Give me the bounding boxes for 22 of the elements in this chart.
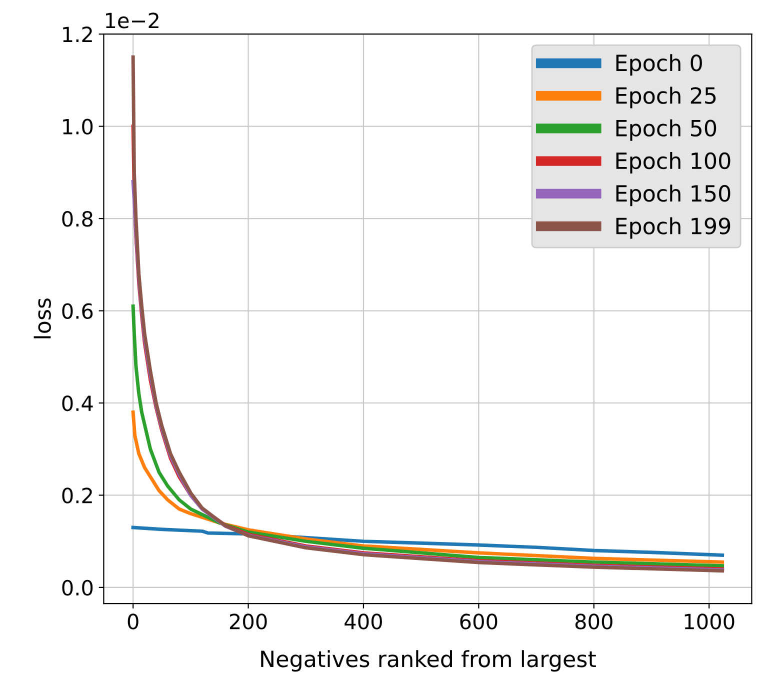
y-tick-label: 0.4 [62,395,93,412]
x-axis-title: Negatives ranked from largest [261,650,596,672]
y-axis-title: loss [34,298,51,338]
y-tick-label: 1.2 [63,26,92,42]
legend-label: Epoch 50 [616,119,716,141]
x-tick-label: 800 [575,614,612,630]
y-tick-label: 0.8 [62,210,93,227]
legend-label: Epoch 25 [616,86,716,108]
x-tick-label: 1000 [684,614,734,630]
legend-label: Epoch 199 [616,217,730,239]
x-tick-label: 200 [230,614,267,630]
y-tick-label: 0.0 [62,580,93,596]
x-tick-label: 0 [128,614,138,630]
text: 1e−2 [106,12,158,28]
x-tick-label: 400 [344,614,382,630]
legend-label: Epoch 100 [616,152,730,174]
y-tick-label: 0.2 [62,488,92,504]
y-tick-label: 1.0 [63,118,93,135]
x-tick-label: 600 [460,614,498,630]
y-tick-label: 0.6 [62,303,93,319]
legend-label: Epoch 150 [616,184,730,206]
legend-label: Epoch 0 [616,54,702,76]
